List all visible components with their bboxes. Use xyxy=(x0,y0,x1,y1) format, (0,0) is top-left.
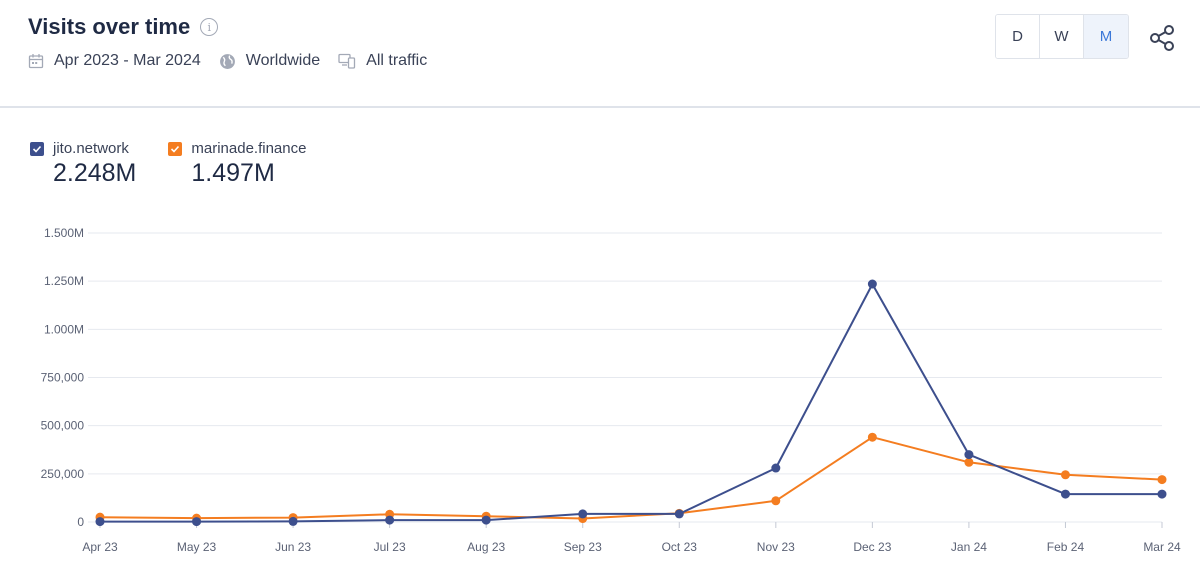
data-point-marinade[interactable] xyxy=(867,432,877,442)
x-tick-label: Jun 23 xyxy=(275,540,311,554)
x-tick-label: Jul 23 xyxy=(374,540,406,554)
x-tick-label: Sep 23 xyxy=(564,540,602,554)
globe-icon xyxy=(219,53,235,69)
data-point-marinade[interactable] xyxy=(1060,470,1070,480)
data-point-marinade[interactable] xyxy=(1157,475,1167,485)
devices-icon xyxy=(338,53,356,69)
x-tick-label: Nov 23 xyxy=(757,540,795,554)
data-point-marinade[interactable] xyxy=(964,457,974,467)
data-point-jito[interactable] xyxy=(95,517,105,527)
legend-item-jito[interactable]: jito.network 2.248M xyxy=(30,140,136,188)
x-tick-label: May 23 xyxy=(177,540,217,554)
legend-total-marinade: 1.497M xyxy=(191,159,275,187)
period-day-button[interactable]: D xyxy=(996,15,1040,58)
legend-label-marinade: marinade.finance xyxy=(191,140,307,157)
x-tick-label: Aug 23 xyxy=(467,540,505,554)
series-line-jito xyxy=(100,283,1162,523)
region[interactable]: Worldwide xyxy=(219,52,320,70)
data-point-marinade[interactable] xyxy=(771,496,781,506)
legend-total-jito: 2.248M xyxy=(53,159,137,187)
marinade-checkbox[interactable] xyxy=(168,141,183,156)
visits-line-chart: 0 250,000 500,000 750,000 1.000M 1.250M 1.500M… xyxy=(41,226,1181,554)
date-range[interactable]: Apr 2023 - Mar 2024 xyxy=(28,52,201,70)
page-title: Visits over time xyxy=(28,14,191,39)
x-tick-label: Oct 23 xyxy=(662,540,698,554)
calendar-icon xyxy=(28,54,44,69)
x-tick-label: Mar 24 xyxy=(1143,540,1181,554)
legend-label-jito: jito.network xyxy=(53,140,129,157)
y-tick-label: 0 xyxy=(77,515,84,529)
x-tick-label: Dec 23 xyxy=(853,540,891,554)
period-month-button[interactable]: M xyxy=(1084,15,1128,58)
data-point-jito[interactable] xyxy=(674,509,684,519)
x-tick-label: Jan 24 xyxy=(951,540,987,554)
jito-checkbox[interactable] xyxy=(30,141,44,156)
region-label: Worldwide xyxy=(245,52,321,69)
filter-summary: Apr 2023 - Mar 2024 Worldwide All traffi… xyxy=(28,52,445,70)
data-point-jito[interactable] xyxy=(964,450,974,460)
x-tick-label: Feb 24 xyxy=(1047,540,1085,554)
data-point-jito[interactable] xyxy=(771,463,781,473)
period-week-button[interactable]: W xyxy=(1040,15,1084,58)
chart-legend: jito.network 2.248M marinade.finance 1.4… xyxy=(30,140,338,188)
data-point-jito[interactable] xyxy=(578,509,588,519)
period-toggle: D W M xyxy=(995,14,1129,59)
y-tick-label: 1.000M xyxy=(44,322,84,336)
data-point-jito[interactable] xyxy=(867,279,877,289)
info-icon[interactable]: i xyxy=(200,18,219,36)
title-row: Visits over time i xyxy=(28,14,219,40)
date-range-label: Apr 2023 - Mar 2024 xyxy=(54,52,201,69)
traffic-label: All traffic xyxy=(366,52,428,69)
chart-header: Visits over time i Apr 2023 - Mar 2024 W… xyxy=(0,0,1200,108)
data-point-jito[interactable] xyxy=(385,515,395,525)
data-point-jito[interactable] xyxy=(288,516,298,526)
data-point-jito[interactable] xyxy=(1060,489,1070,499)
y-tick-label: 750,000 xyxy=(41,371,85,385)
y-tick-label: 250,000 xyxy=(41,467,85,481)
traffic-type[interactable]: All traffic xyxy=(338,52,427,70)
x-tick-label: Apr 23 xyxy=(82,540,118,554)
check-icon xyxy=(171,145,180,153)
data-point-jito[interactable] xyxy=(1157,489,1167,499)
data-point-jito[interactable] xyxy=(481,515,491,525)
y-tick-label: 500,000 xyxy=(41,419,85,433)
legend-item-marinade[interactable]: marinade.finance 1.497M xyxy=(168,140,306,188)
check-icon xyxy=(32,145,42,153)
data-point-jito[interactable] xyxy=(192,517,202,527)
series-line-marinade xyxy=(99,436,1163,520)
share-icon[interactable] xyxy=(1148,24,1176,52)
y-tick-label: 1.250M xyxy=(44,274,84,288)
y-tick-label: 1.500M xyxy=(44,226,84,240)
